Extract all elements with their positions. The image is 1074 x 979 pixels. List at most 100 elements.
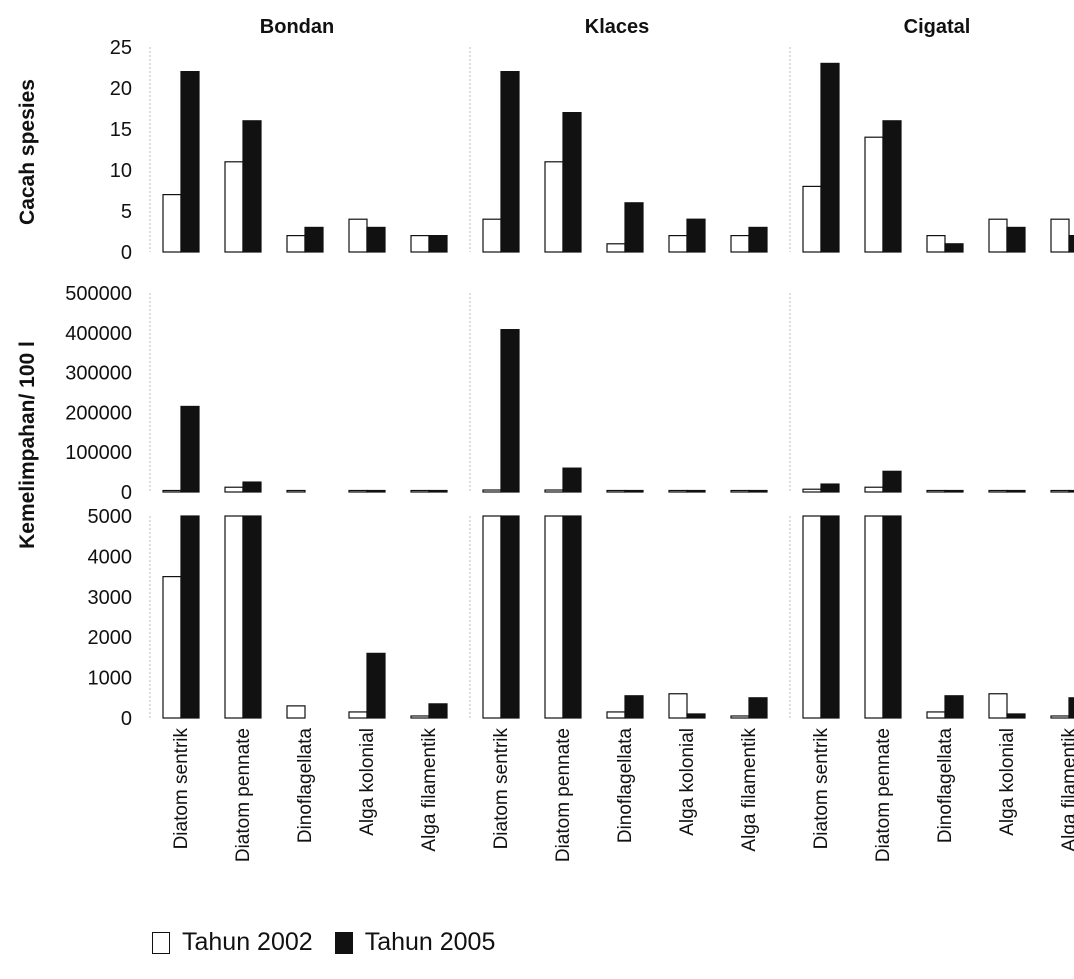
legend-swatch-2005: [334, 931, 353, 954]
bar-p0-bondan-4-2005: [428, 235, 448, 253]
bar-p0-bondan-3-2005: [366, 226, 386, 253]
bar-p1-cigatal-0-2005: [820, 483, 840, 493]
bar-p0-klaces-3-2002: [668, 235, 688, 253]
bar-p2-bondan-4-2005: [428, 703, 448, 719]
y-tick-label-p0-4: 20: [110, 78, 132, 100]
chart-legend: Tahun 2002 Tahun 2005: [152, 928, 517, 957]
bar-p2-bondan-3-2005: [366, 652, 386, 719]
x-tick-label-klaces-3: Alga kolonial: [677, 728, 698, 836]
bar-p2-klaces-1-2002: [544, 515, 564, 719]
x-tick-label-klaces-0: Diatom sentrik: [491, 728, 512, 850]
bar-p2-cigatal-4-2005: [1068, 697, 1074, 719]
bar-p2-klaces-0-2005: [500, 515, 520, 719]
bar-p1-klaces-1-2002: [544, 489, 564, 493]
bar-p0-cigatal-0-2005: [820, 62, 840, 253]
bar-p0-klaces-4-2005: [748, 226, 768, 253]
bar-p0-bondan-2-2002: [286, 235, 306, 253]
bar-p2-cigatal-0-2005: [820, 515, 840, 719]
bar-p1-bondan-4-2002: [410, 489, 430, 493]
y-tick-label-p2-5: 5000: [88, 506, 133, 528]
bar-p1-cigatal-1-2005: [882, 470, 902, 493]
y-axis-title-species: Cacah spesies: [16, 79, 39, 225]
y-tick-label-p2-1: 1000: [88, 668, 133, 690]
bar-p1-bondan-4-2005: [428, 489, 448, 493]
x-tick-label-bondan-4: Alga filamentik: [419, 728, 440, 852]
y-tick-label-p2-2: 2000: [88, 627, 133, 649]
bar-p1-klaces-2-2002: [606, 489, 626, 493]
bar-p2-cigatal-3-2002: [988, 693, 1008, 719]
bar-p1-klaces-4-2005: [748, 489, 768, 493]
legend-swatch-2002: [152, 931, 170, 954]
x-tick-label-bondan-0: Diatom sentrik: [171, 728, 192, 850]
x-tick-label-cigatal-0: Diatom sentrik: [811, 728, 832, 850]
bar-p2-klaces-3-2002: [668, 693, 688, 719]
bar-p0-cigatal-2-2005: [944, 243, 964, 253]
bar-p1-klaces-1-2005: [562, 467, 582, 493]
bar-p2-cigatal-1-2002: [864, 515, 884, 719]
facet-title-cigatal: Cigatal: [904, 16, 971, 38]
bar-p2-klaces-4-2002: [730, 715, 750, 719]
bar-p2-bondan-1-2002: [224, 515, 244, 719]
bar-p2-bondan-4-2002: [410, 715, 430, 719]
bar-p0-cigatal-1-2005: [882, 120, 902, 253]
bar-p2-bondan-3-2002: [348, 711, 368, 719]
y-tick-label-p0-2: 10: [110, 160, 132, 182]
bar-p1-cigatal-2-2005: [944, 489, 964, 493]
bar-p2-bondan-2-2002: [286, 705, 306, 719]
bar-p2-bondan-0-2005: [180, 515, 200, 719]
bar-p2-klaces-0-2002: [482, 515, 502, 719]
y-tick-label-p1-1: 100000: [65, 442, 132, 464]
y-tick-label-p0-0: 0: [121, 242, 132, 264]
bar-p1-klaces-0-2002: [482, 489, 502, 493]
bar-p0-bondan-0-2002: [162, 194, 182, 253]
bar-p2-klaces-3-2005: [686, 713, 706, 719]
bar-p0-cigatal-0-2002: [802, 185, 822, 253]
bar-p0-klaces-4-2002: [730, 235, 750, 253]
legend-item-2002: Tahun 2002: [152, 928, 313, 957]
y-tick-label-p1-4: 400000: [65, 323, 132, 345]
facet-title-klaces: Klaces: [585, 16, 650, 38]
bar-p0-cigatal-1-2002: [864, 136, 884, 253]
bar-p2-klaces-4-2005: [748, 697, 768, 719]
x-tick-label-cigatal-3: Alga kolonial: [997, 728, 1018, 836]
y-tick-label-p2-4: 4000: [88, 546, 133, 568]
bar-p0-cigatal-4-2005: [1068, 235, 1074, 253]
bar-p2-cigatal-0-2002: [802, 515, 822, 719]
x-tick-label-cigatal-2: Dinoflagellata: [935, 728, 956, 844]
bar-p0-cigatal-2-2002: [926, 235, 946, 253]
bar-p2-klaces-2-2005: [624, 695, 644, 719]
bar-p0-cigatal-3-2002: [988, 218, 1008, 253]
y-tick-label-p0-1: 5: [121, 201, 132, 223]
bar-p1-bondan-3-2002: [348, 489, 368, 493]
x-tick-label-cigatal-1: Diatom pennate: [873, 728, 894, 862]
bar-p1-klaces-3-2002: [668, 489, 688, 493]
y-tick-label-p0-3: 15: [110, 119, 132, 141]
bar-p1-cigatal-4-2002: [1050, 489, 1070, 493]
bar-p2-klaces-2-2002: [606, 711, 626, 719]
bar-p1-klaces-2-2005: [624, 489, 644, 493]
bar-p0-klaces-0-2002: [482, 218, 502, 253]
legend-label-2002: Tahun 2002: [182, 928, 313, 956]
bar-p2-klaces-1-2005: [562, 515, 582, 719]
y-tick-label-p2-0: 0: [121, 708, 132, 730]
bar-p1-bondan-1-2002: [224, 486, 244, 493]
bar-p0-klaces-1-2005: [562, 111, 582, 253]
x-tick-label-bondan-3: Alga kolonial: [357, 728, 378, 836]
bar-p1-cigatal-1-2002: [864, 486, 884, 493]
bar-p1-bondan-0-2002: [162, 489, 182, 493]
bar-p2-cigatal-2-2002: [926, 711, 946, 719]
bar-p1-bondan-1-2005: [242, 481, 262, 493]
y-tick-label-p2-3: 3000: [88, 587, 133, 609]
bar-p0-bondan-4-2002: [410, 235, 430, 253]
bar-p1-klaces-3-2005: [686, 489, 706, 493]
bar-p2-cigatal-4-2002: [1050, 715, 1070, 719]
y-tick-label-p1-3: 300000: [65, 363, 132, 385]
bar-p0-klaces-2-2005: [624, 202, 644, 253]
legend-item-2005: Tahun 2005: [334, 928, 496, 957]
bar-p1-bondan-2-2002: [286, 489, 306, 493]
legend-label-2005: Tahun 2005: [364, 928, 496, 956]
bar-p0-bondan-3-2002: [348, 218, 368, 253]
x-tick-label-bondan-2: Dinoflagellata: [295, 728, 316, 844]
bar-p1-cigatal-3-2002: [988, 489, 1008, 493]
